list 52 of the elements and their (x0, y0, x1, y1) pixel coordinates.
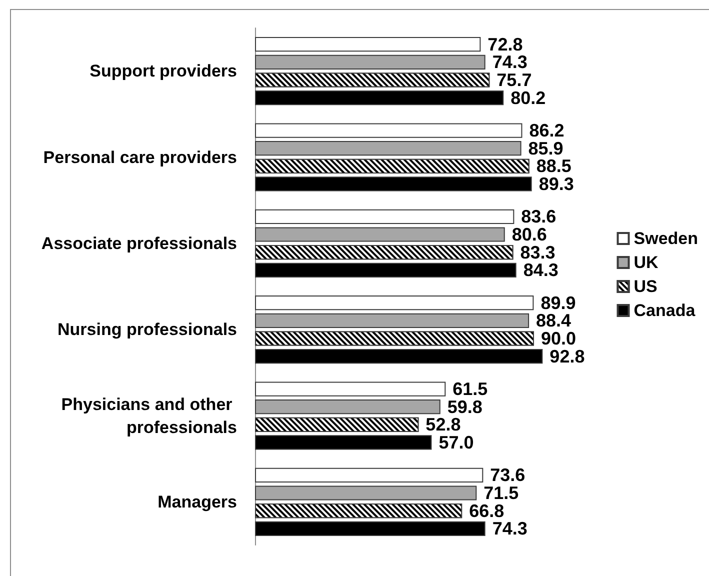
data-label: 61.5 (452, 379, 488, 400)
legend-label: US (634, 277, 658, 296)
data-label: 83.3 (520, 242, 556, 262)
data-label: 80.2 (510, 88, 546, 108)
data-label: 57.0 (438, 432, 474, 452)
bar (255, 209, 514, 224)
bar (255, 435, 432, 450)
bar (255, 296, 534, 310)
legend-label: Canada (634, 301, 696, 320)
data-label: 59.8 (447, 396, 482, 417)
bar (255, 349, 543, 364)
y-tick-label: Associate professionals (41, 234, 237, 253)
bar (255, 90, 504, 106)
data-label: 52.8 (426, 414, 461, 435)
data-label: 89.9 (540, 292, 576, 313)
data-label: 80.6 (512, 224, 547, 245)
y-tick-label: Personal care providers (43, 148, 237, 167)
y-tick-label: Nursing professionals (58, 320, 237, 340)
data-label: 86.2 (529, 120, 564, 141)
data-label: 92.8 (550, 346, 585, 366)
data-label: 83.6 (521, 206, 556, 227)
bar (255, 400, 440, 414)
bar (255, 123, 522, 138)
data-label: 73.6 (490, 465, 526, 486)
y-tick-label: Support providers (90, 62, 237, 81)
data-label: 66.8 (469, 500, 504, 521)
bar (255, 382, 446, 396)
bar (255, 54, 486, 70)
data-label: 75.7 (496, 70, 532, 90)
data-label: 84.3 (523, 260, 558, 280)
data-label: 89.3 (538, 174, 574, 194)
data-label: 72.8 (488, 34, 523, 54)
bar (255, 141, 522, 156)
bar (255, 468, 484, 482)
y-tick-label: Managers (158, 492, 237, 512)
bar (255, 313, 530, 328)
bar (255, 486, 477, 500)
data-label: 74.3 (492, 52, 528, 72)
legend-label: UK (634, 253, 660, 272)
data-label: 88.4 (536, 310, 572, 331)
y-tick-label: Physicians and other professionals (61, 394, 237, 437)
bar (255, 227, 505, 242)
data-label: 85.9 (528, 138, 564, 158)
legend-label: Sweden (634, 229, 698, 248)
data-label: 71.5 (484, 483, 519, 504)
bar (255, 176, 532, 192)
bar (255, 521, 486, 536)
data-label: 90.0 (541, 328, 576, 348)
data-label: 88.5 (536, 156, 572, 176)
data-label: 74.3 (492, 518, 528, 539)
bar (255, 262, 516, 278)
bar (255, 37, 481, 52)
